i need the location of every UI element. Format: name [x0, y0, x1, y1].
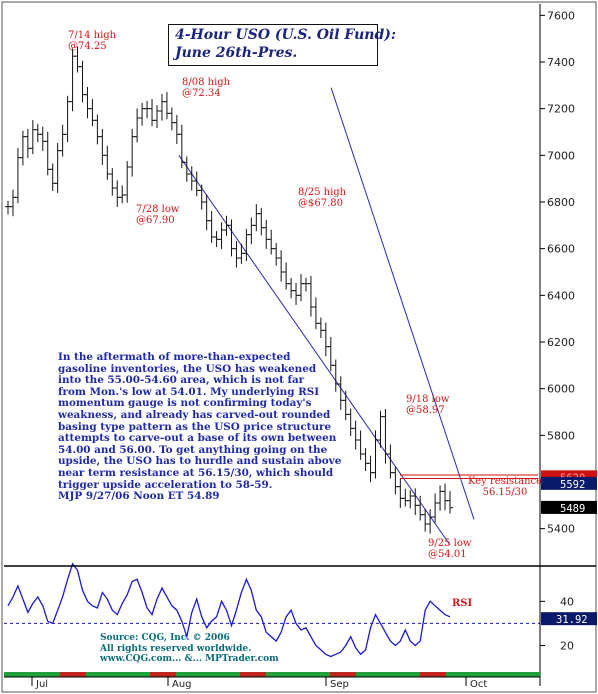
price-tags: 56205592548931.92	[541, 470, 597, 626]
price-tag-text-2: 5489	[560, 503, 585, 515]
time-band-red-2	[240, 672, 266, 677]
rsi-panel	[4, 562, 540, 658]
price-tick-label-11: 7600	[547, 9, 575, 22]
month-label-3: Oct	[470, 679, 487, 690]
month-label-0: Jul	[35, 679, 48, 690]
rsi-label: RSI	[452, 598, 473, 609]
price-panel	[5, 46, 538, 546]
time-band-red-0	[60, 672, 86, 677]
channel-upper-line	[330, 87, 475, 520]
rsi-tick-label-1: 40	[560, 595, 574, 608]
chart-subtitle: June 26th-Pres.	[175, 45, 298, 61]
rsi-value-tag-box	[541, 612, 597, 626]
month-label-2: Sep	[330, 679, 349, 690]
rsi-line	[7, 562, 451, 658]
axis-panel: 5400560058006000620064006600680070007200…	[4, 4, 596, 690]
rsi-value-tag: 31.92	[541, 612, 597, 626]
annotation-9-25-low: 9/25 low @54.01	[428, 538, 472, 560]
price-tick-label-5: 6400	[547, 289, 575, 302]
price-tag-1: 5592	[541, 476, 597, 491]
price-tick-label-4: 6200	[547, 336, 575, 349]
key-resistance-label: Key resistance 56.15/30	[468, 476, 542, 498]
commentary-text: In the aftermath of more-than-expected g…	[58, 351, 342, 503]
title-box: 4-Hour USO (U.S. Oil Fund): June 26th-Pr…	[168, 24, 396, 66]
time-band	[4, 672, 540, 677]
time-band-red-1	[150, 672, 176, 677]
annotation-7-28-low: 7/28 low @67.90	[136, 204, 180, 226]
channel-lower-line	[178, 155, 451, 546]
price-tag-2: 5489	[541, 500, 597, 515]
chart-title: 4-Hour USO (U.S. Oil Fund):	[175, 27, 397, 43]
price-tick-label-8: 7000	[547, 149, 575, 162]
price-tick-label-9: 7200	[547, 103, 575, 116]
price-tick-label-2: 5800	[547, 429, 575, 442]
ohlc-bar-89	[447, 491, 453, 514]
rsi-tick-label-0: 20	[560, 640, 574, 653]
price-tag-box-2	[541, 500, 597, 514]
price-tick-label-3: 6000	[547, 383, 575, 396]
month-label-1: Aug	[172, 679, 192, 690]
rsi-value-tag-text: 31.92	[556, 614, 588, 626]
time-band-red-3	[330, 672, 356, 677]
time-band-red-4	[420, 672, 446, 677]
price-tag-text-1: 5592	[560, 479, 585, 491]
annotation-7-14-high: 7/14 high @74.25	[68, 30, 117, 52]
price-tick-label-0: 5400	[547, 523, 575, 536]
source-credit: Source: CQG, Inc. © 2006 All rights rese…	[100, 633, 279, 665]
annotation-8-08-high: 8/08 high @72.34	[182, 77, 231, 99]
price-tag-box-1	[541, 476, 597, 490]
price-tick-label-7: 6800	[547, 196, 575, 209]
price-tick-label-10: 7400	[547, 56, 575, 69]
key-resistance-value: 56.15/30	[482, 487, 528, 498]
key-resistance-title: Key resistance	[468, 476, 543, 487]
price-tick-label-6: 6600	[547, 243, 575, 256]
annotation-8-25-high: 8/25 high @$67.80	[298, 187, 347, 209]
annotation-9-18-low: 9/18 low @58.97	[406, 394, 450, 416]
